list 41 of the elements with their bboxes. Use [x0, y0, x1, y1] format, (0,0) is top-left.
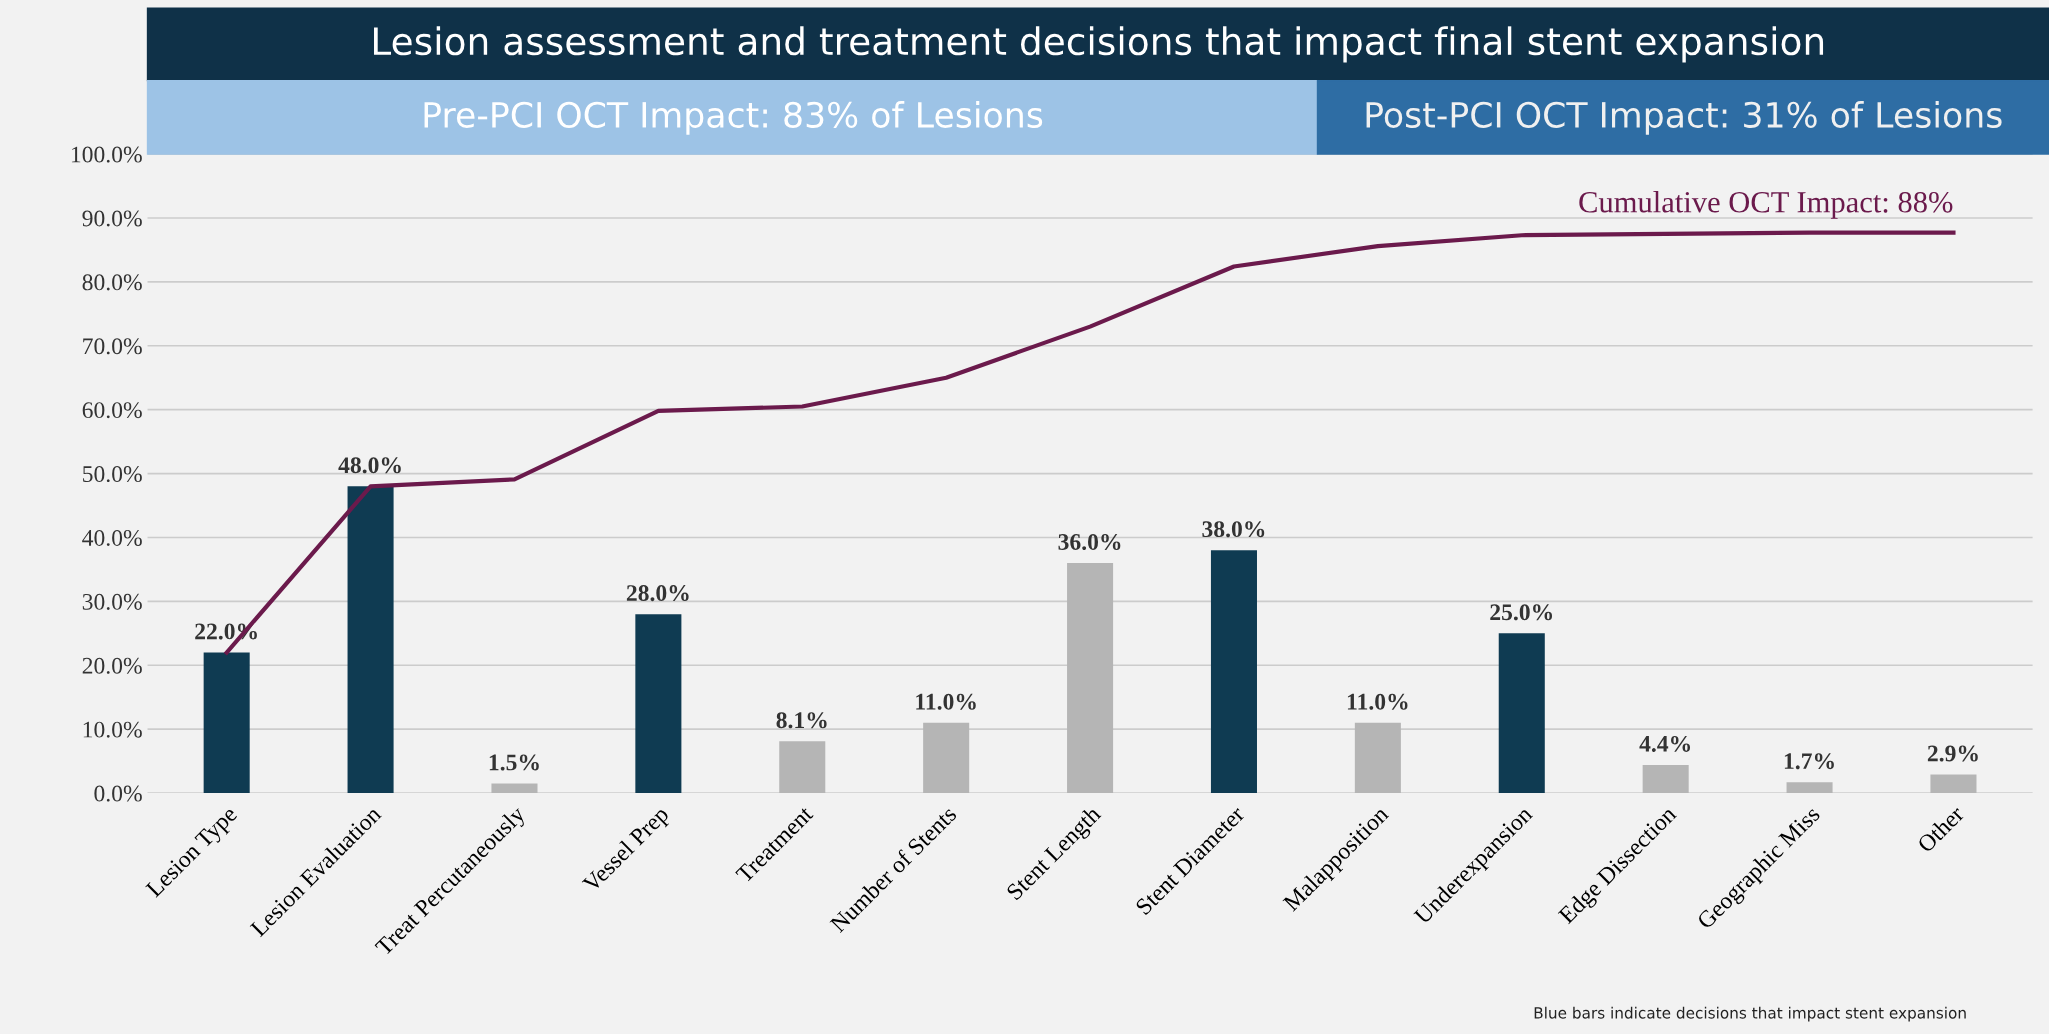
y-tick-label: 30.0%	[82, 593, 142, 610]
bar	[1498, 633, 1545, 794]
bar	[1067, 563, 1114, 794]
bar	[779, 741, 826, 794]
data-label: 48.0%	[338, 457, 401, 474]
bar	[347, 486, 394, 794]
data-label: 1.7%	[1784, 753, 1834, 770]
y-tick-label: 60.0%	[82, 402, 142, 419]
data-label: 38.0%	[1202, 521, 1265, 538]
bar	[1930, 774, 1977, 794]
y-tick-label: 90.0%	[82, 210, 142, 227]
y-tick-label: 80.0%	[82, 274, 142, 291]
y-tick-label: 20.0%	[82, 657, 142, 674]
bar	[203, 652, 250, 794]
chart-title: Lesion assessment and treatment decisions that impact final stent expansion	[374, 26, 1824, 63]
bar	[1786, 782, 1833, 794]
text: Pre-PCI OCT Impact: 83% of Lesions	[424, 101, 1043, 135]
data-label: 11.0%	[916, 693, 976, 710]
data-label: 2.9%	[1927, 745, 1978, 762]
text: Post-PCI OCT Impact: 31% of Lesions	[1366, 101, 2002, 135]
y-tick-label: 10.0%	[83, 721, 142, 738]
data-label: 25.0%	[1490, 604, 1553, 621]
y-tick-label: 0.0%	[94, 785, 142, 802]
data-label: 11.0%	[1347, 693, 1408, 710]
y-tick-label: 40.0%	[82, 529, 142, 546]
data-label: 8.1%	[776, 712, 827, 729]
data-label: 36.0%	[1058, 533, 1121, 551]
y-tick-label: 100.0%	[71, 146, 142, 163]
y-tick-label: 70.0%	[83, 338, 142, 355]
bar	[1210, 550, 1257, 794]
bar	[491, 783, 538, 794]
data-label: 1.5%	[489, 754, 539, 771]
text: Blue bars indicate decisions that impact stent expansion	[1534, 1006, 1966, 1022]
data-label: 28.0%	[626, 585, 689, 602]
bar	[1354, 722, 1401, 794]
bar	[1642, 764, 1689, 794]
bar	[923, 722, 970, 794]
y-tick-label: 50.0%	[83, 466, 142, 483]
series-label: Cumulative OCT Impact: 88%	[1579, 191, 1953, 219]
data-label: 4.4%	[1639, 735, 1691, 752]
bar	[635, 614, 682, 794]
